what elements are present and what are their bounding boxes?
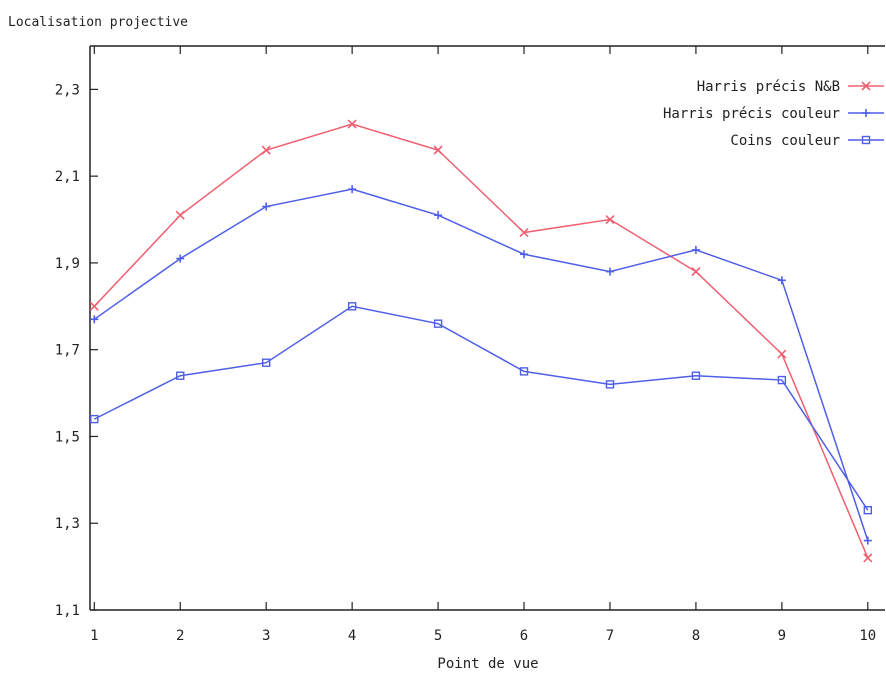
point-marker-x: [605, 214, 615, 225]
point-marker-square: [176, 371, 185, 380]
point-marker-x: [175, 210, 185, 220]
point-marker-square: [605, 380, 615, 389]
point-marker-x: [89, 301, 99, 311]
point-marker-square: [90, 414, 99, 424]
series-line: [93, 123, 869, 559]
point-marker-plus: [176, 254, 185, 263]
point-marker-square: [519, 367, 529, 376]
point-marker-plus: [262, 202, 271, 211]
point-marker-plus: [863, 536, 872, 545]
y-tick-label: 1,5: [55, 429, 80, 445]
point-marker-x: [433, 145, 443, 155]
x-tick-label: 8: [692, 628, 700, 644]
x-axis: 1 2 3 4 5 6 7 8 9 10: [90, 46, 876, 644]
x-tick-label: 6: [520, 628, 528, 644]
point-marker-plus: [777, 276, 786, 285]
series-line: [93, 305, 869, 511]
x-tick-label: 10: [859, 628, 876, 644]
y-tick-label: 1,1: [55, 603, 80, 619]
point-marker-x: [347, 119, 357, 129]
point-marker-square: [261, 358, 271, 367]
x-tick-label: 1: [90, 628, 98, 644]
legend-label: Coins couleur: [730, 133, 840, 149]
point-marker-plus: [520, 250, 529, 259]
x-tick-label: 5: [434, 628, 442, 644]
point-marker-plus: [691, 245, 700, 254]
y-tick-label: 1,7: [55, 343, 80, 359]
point-marker-square: [777, 375, 787, 385]
series-1: [89, 119, 873, 563]
point-marker-x: [691, 267, 701, 277]
series-layer: [89, 119, 873, 563]
point-marker-plus: [605, 267, 614, 276]
point-marker-x: [519, 227, 529, 238]
y-tick-label: 2,1: [55, 169, 80, 185]
point-marker-square: [863, 506, 873, 515]
point-marker-x: [863, 553, 873, 563]
legend-item: Harris précis N&B: [697, 79, 884, 95]
point-marker-plus: [90, 315, 99, 324]
y-axis: 1,1 1,3 1,5 1,7 1,9 2,1 2,3: [55, 82, 98, 619]
point-marker-x: [261, 145, 271, 155]
point-marker-square: [861, 135, 871, 145]
point-marker-plus: [862, 109, 870, 117]
x-tick-label: 2: [176, 628, 184, 644]
x-tick-label: 7: [606, 628, 614, 644]
x-tick-label: 3: [262, 628, 270, 644]
y-tick-label: 1,3: [55, 516, 80, 532]
legend-label: Harris précis N&B: [697, 79, 840, 95]
point-marker-plus: [348, 185, 357, 194]
point-marker-plus: [434, 211, 443, 220]
point-marker-square: [347, 302, 357, 311]
point-marker-square: [433, 319, 443, 328]
plot-frame: [89, 45, 885, 611]
series-3: [90, 302, 873, 515]
series-line: [93, 188, 869, 541]
x-tick-label: 9: [778, 628, 786, 644]
y-tick-label: 1,9: [55, 256, 80, 272]
legend: Harris précis N&B Harris précis couleur Co…: [663, 79, 884, 149]
y-tick-label: 2,3: [55, 82, 80, 98]
chart-title: Localisation projective: [8, 15, 188, 30]
x-axis-label: Point de vue: [437, 656, 538, 672]
series-2: [90, 185, 872, 545]
point-marker-square: [691, 371, 701, 380]
legend-item: Coins couleur: [730, 133, 884, 149]
x-tick-label: 4: [348, 628, 356, 644]
legend-item: Harris précis couleur: [663, 106, 884, 122]
legend-label: Harris précis couleur: [663, 106, 840, 122]
point-marker-x: [777, 349, 787, 359]
point-marker-x: [861, 81, 871, 91]
